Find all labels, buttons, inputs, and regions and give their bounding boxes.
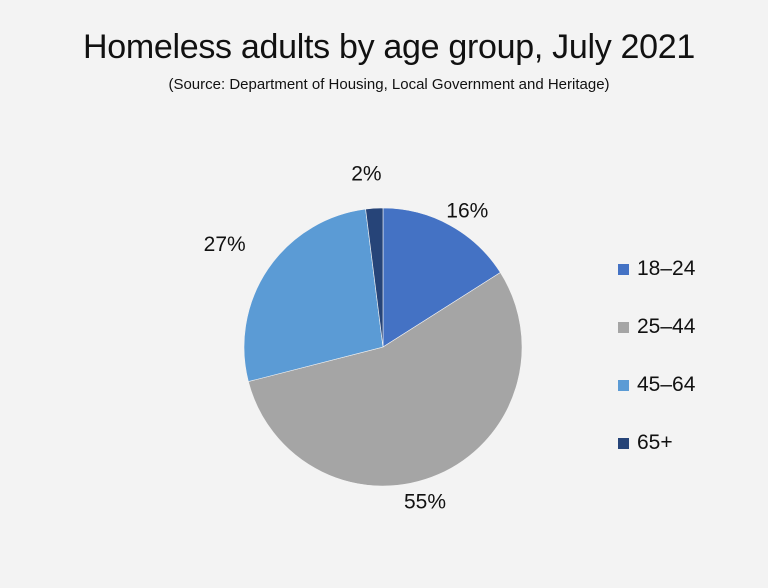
legend-item-25–44: 25–44 xyxy=(618,298,695,356)
pie-labels: 16% 55% 27% 2% xyxy=(204,163,489,514)
chart-title: Homeless adults by age group, July 2021 xyxy=(82,28,695,66)
chart-subtitle: (Source: Department of Housing, Local Go… xyxy=(168,76,610,93)
legend-swatch xyxy=(618,263,629,275)
data-label-25–44: 55% xyxy=(404,491,446,514)
legend: 18–24 25–44 45–64 65+ xyxy=(618,240,695,472)
legend-item-45–64: 45–64 xyxy=(618,356,695,414)
pie-slices xyxy=(243,207,523,487)
legend-label: 18–24 xyxy=(637,257,696,280)
legend-item-65+: 65+ xyxy=(618,414,695,472)
pie-slice-18–24 xyxy=(382,207,501,348)
data-label-45–64: 27% xyxy=(204,233,246,256)
pie-slice-65+ xyxy=(365,207,384,348)
pie-slice-45–64 xyxy=(243,208,384,382)
legend-swatch xyxy=(618,321,629,333)
legend-label: 25–44 xyxy=(637,315,696,338)
pie-slice-25–44 xyxy=(248,272,523,487)
data-label-18–24: 16% xyxy=(446,200,488,223)
legend-item-18–24: 18–24 xyxy=(618,240,695,298)
legend-swatch xyxy=(618,437,629,449)
legend-swatch xyxy=(618,379,629,391)
legend-label: 65+ xyxy=(637,431,673,454)
data-label-65+: 2% xyxy=(351,163,381,186)
legend-label: 45–64 xyxy=(637,373,696,396)
